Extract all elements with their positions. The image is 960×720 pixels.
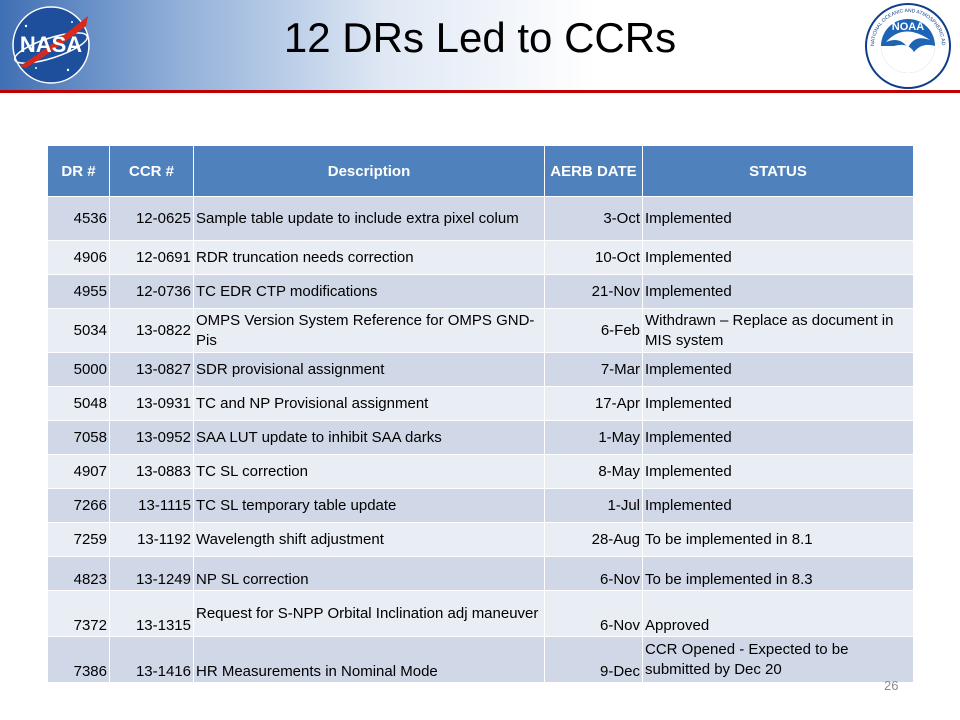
nasa-logo-text: NASA	[20, 32, 82, 57]
description-cell: SDR provisional assignment	[193, 352, 545, 387]
aerb-date-cell: 21-Nov	[544, 274, 643, 309]
dr-cell: 5034	[47, 308, 110, 353]
page-number: 26	[884, 678, 899, 693]
ccr-cell: 13-0931	[109, 386, 194, 421]
dr-cell: 7259	[47, 522, 110, 557]
ccr-cell: 13-1315	[109, 590, 194, 637]
aerb-date-cell: 8-May	[544, 454, 643, 489]
status-cell: Implemented	[642, 488, 914, 523]
slide-header	[0, 0, 960, 90]
table-row: 5000 13-0827 SDR provisional assignment …	[47, 352, 914, 387]
dr-cell: 7058	[47, 420, 110, 455]
table-row: 7259 13-1192 Wavelength shift adjustment…	[47, 522, 914, 557]
dr-cell: 4906	[47, 240, 110, 275]
ccr-cell: 13-0952	[109, 420, 194, 455]
table-row: 4907 13-0883 TC SL correction 8-May Impl…	[47, 454, 914, 489]
status-cell: Implemented	[642, 240, 914, 275]
table-row: 4823 13-1249 NP SL correction 6-Nov To b…	[47, 556, 914, 591]
aerb-date-cell: 1-May	[544, 420, 643, 455]
table-row: 4955 12-0736 TC EDR CTP modifications 21…	[47, 274, 914, 309]
description-cell: TC SL correction	[193, 454, 545, 489]
dr-cell: 4536	[47, 196, 110, 241]
table-row: 4906 12-0691 RDR truncation needs correc…	[47, 240, 914, 275]
description-cell: Request for S-NPP Orbital Inclination ad…	[193, 590, 545, 637]
nasa-logo: NASA	[6, 4, 96, 86]
description-cell: NP SL correction	[193, 556, 545, 591]
noaa-logo-text: NOAA	[892, 21, 924, 33]
ccr-cell: 13-0883	[109, 454, 194, 489]
ccr-cell: 13-1249	[109, 556, 194, 591]
table-row: 7266 13-1115 TC SL temporary table updat…	[47, 488, 914, 523]
status-cell: Withdrawn – Replace as document in MIS s…	[642, 308, 914, 353]
description-cell: SAA LUT update to inhibit SAA darks	[193, 420, 545, 455]
aerb-date-cell: 3-Oct	[544, 196, 643, 241]
dr-cell: 7372	[47, 590, 110, 637]
dr-cell: 4823	[47, 556, 110, 591]
status-cell: Implemented	[642, 352, 914, 387]
aerb-date-cell: 1-Jul	[544, 488, 643, 523]
dr-cell: 7386	[47, 636, 110, 683]
table-row: 7058 13-0952 SAA LUT update to inhibit S…	[47, 420, 914, 455]
aerb-date-cell: 6-Nov	[544, 590, 643, 637]
aerb-date-cell: 28-Aug	[544, 522, 643, 557]
description-cell: RDR truncation needs correction	[193, 240, 545, 275]
status-cell: Implemented	[642, 274, 914, 309]
status-cell: Approved	[642, 590, 914, 637]
description-cell: HR Measurements in Nominal Mode	[193, 636, 545, 683]
col-header-aerb-date: AERB DATE	[544, 145, 643, 197]
description-cell: Sample table update to include extra pix…	[193, 196, 545, 241]
status-cell: To be implemented in 8.1	[642, 522, 914, 557]
table-header-row: DR # CCR # Description AERB DATE STATUS	[47, 145, 914, 197]
dr-ccr-table: DR # CCR # Description AERB DATE STATUS …	[47, 145, 914, 683]
col-header-description: Description	[193, 145, 545, 197]
table-row: 7372 13-1315 Request for S-NPP Orbital I…	[47, 590, 914, 637]
table-row: 5048 13-0931 TC and NP Provisional assig…	[47, 386, 914, 421]
aerb-date-cell: 6-Feb	[544, 308, 643, 353]
description-cell: Wavelength shift adjustment	[193, 522, 545, 557]
ccr-cell: 13-1416	[109, 636, 194, 683]
dr-cell: 4955	[47, 274, 110, 309]
description-cell: TC and NP Provisional assignment	[193, 386, 545, 421]
col-header-status: STATUS	[642, 145, 914, 197]
ccr-cell: 12-0736	[109, 274, 194, 309]
header-divider	[0, 90, 960, 93]
status-cell: Implemented	[642, 454, 914, 489]
ccr-cell: 13-1115	[109, 488, 194, 523]
description-cell: TC SL temporary table update	[193, 488, 545, 523]
aerb-date-cell: 17-Apr	[544, 386, 643, 421]
status-cell: Implemented	[642, 420, 914, 455]
noaa-logo: NOAA NATIONAL OCEANIC AND ATMOSPHERIC AD…	[862, 0, 952, 90]
status-cell: To be implemented in 8.3	[642, 556, 914, 591]
ccr-cell: 13-0827	[109, 352, 194, 387]
col-header-ccr: CCR #	[109, 145, 194, 197]
dr-cell: 5000	[47, 352, 110, 387]
aerb-date-cell: 6-Nov	[544, 556, 643, 591]
dr-cell: 7266	[47, 488, 110, 523]
status-cell: Implemented	[642, 386, 914, 421]
ccr-cell: 13-1192	[109, 522, 194, 557]
description-cell: OMPS Version System Reference for OMPS G…	[193, 308, 545, 353]
status-cell: CCR Opened - Expected to be submitted by…	[642, 636, 914, 683]
table-row: 7386 13-1416 HR Measurements in Nominal …	[47, 636, 914, 683]
ccr-cell: 12-0691	[109, 240, 194, 275]
ccr-cell: 13-0822	[109, 308, 194, 353]
dr-cell: 4907	[47, 454, 110, 489]
status-cell: Implemented	[642, 196, 914, 241]
dr-cell: 5048	[47, 386, 110, 421]
aerb-date-cell: 9-Dec	[544, 636, 643, 683]
table-row: 5034 13-0822 OMPS Version System Referen…	[47, 308, 914, 353]
page-title: 12 DRs Led to CCRs	[283, 14, 677, 61]
col-header-dr: DR #	[47, 145, 110, 197]
aerb-date-cell: 10-Oct	[544, 240, 643, 275]
description-cell: TC EDR CTP modifications	[193, 274, 545, 309]
ccr-cell: 12-0625	[109, 196, 194, 241]
table-row: 4536 12-0625 Sample table update to incl…	[47, 196, 914, 241]
aerb-date-cell: 7-Mar	[544, 352, 643, 387]
